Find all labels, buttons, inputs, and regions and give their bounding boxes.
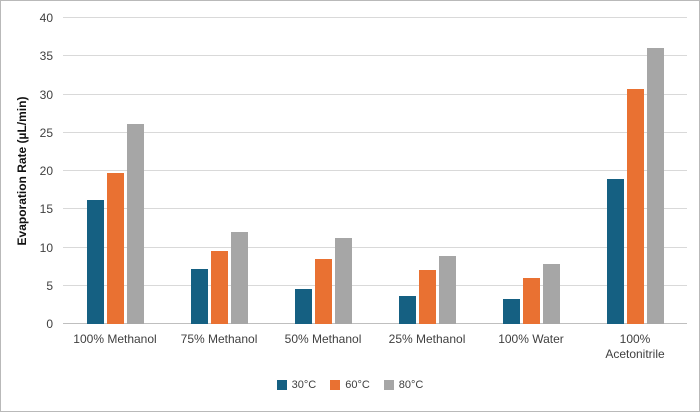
bar — [106, 172, 124, 324]
bar-group — [479, 18, 583, 324]
bar-group — [167, 18, 271, 324]
gridline — [63, 131, 687, 133]
gridline — [63, 55, 687, 57]
gridline — [63, 208, 687, 210]
bar — [230, 232, 248, 324]
bar — [398, 295, 416, 324]
bar — [86, 200, 104, 324]
y-tick-label: 30 — [39, 87, 53, 102]
bar — [294, 288, 312, 324]
bar — [626, 89, 644, 324]
bar — [126, 124, 144, 324]
y-tick-label: 25 — [39, 125, 53, 140]
bar — [646, 47, 664, 324]
y-tick-label: 20 — [39, 164, 53, 178]
legend-item: 30°C — [276, 379, 317, 391]
bar — [314, 258, 332, 324]
y-axis-ticks: 0 5 10 15 20 25 30 35 40 — [1, 12, 53, 330]
bar — [606, 179, 624, 324]
x-category-label: 50% Methanol — [284, 332, 362, 346]
legend-swatch-icon — [276, 380, 287, 390]
legend-label: 30°C — [291, 379, 317, 391]
bar — [542, 264, 560, 324]
gridline — [63, 246, 687, 248]
legend-item: 60°C — [330, 379, 370, 391]
gridline — [63, 17, 687, 18]
x-axis-line — [63, 323, 687, 324]
bar — [502, 298, 520, 324]
bar — [438, 255, 456, 324]
x-category-label: 100% Water — [498, 332, 564, 346]
legend-label: 60°C — [345, 379, 370, 391]
y-tick-label: 15 — [39, 202, 53, 217]
x-category-label: 100% Methanol — [73, 332, 157, 346]
bar-group — [63, 18, 167, 324]
bar-groups — [63, 18, 687, 324]
gridline — [63, 93, 687, 95]
y-tick-label: 5 — [46, 278, 53, 293]
x-category-label: 100% Acetonitrile — [605, 332, 665, 361]
bar — [210, 250, 228, 324]
legend-swatch-icon — [383, 380, 394, 390]
bar-group — [583, 18, 687, 324]
y-tick-label: 40 — [39, 11, 53, 25]
legend-item: 80°C — [383, 379, 424, 391]
gridline — [63, 170, 687, 171]
x-axis-labels: 100% Methanol 75% Methanol 50% Methanol 25%… — [63, 332, 687, 362]
y-tick-label: 35 — [39, 49, 53, 64]
legend-label: 80°C — [398, 379, 424, 391]
y-tick-label: 0 — [46, 317, 53, 331]
y-tick-label: 10 — [39, 240, 53, 255]
legend: 30°C 60°C 80°C — [1, 379, 699, 391]
bar — [334, 238, 352, 324]
x-category-label: 75% Methanol — [180, 332, 258, 346]
plot-area — [63, 17, 687, 324]
x-category-label: 25% Methanol — [388, 332, 466, 346]
bar — [418, 270, 436, 324]
legend-swatch-icon — [330, 380, 341, 390]
bar — [190, 268, 208, 324]
bar-group — [271, 18, 375, 324]
bar — [522, 278, 540, 324]
gridline — [63, 284, 687, 286]
bar-group — [375, 18, 479, 324]
